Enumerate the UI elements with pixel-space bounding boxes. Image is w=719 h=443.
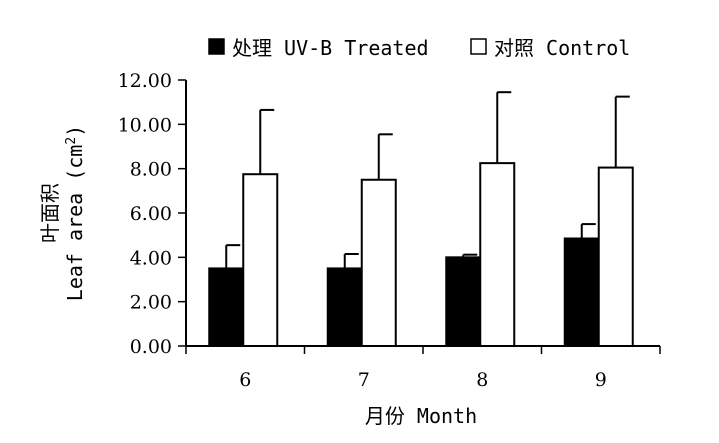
- y-tick-label: 6.00: [130, 203, 172, 225]
- bar-treated: [208, 267, 245, 347]
- x-tick-label: 7: [358, 369, 370, 391]
- legend-label-treated: 处理 UV-B Treated: [232, 36, 429, 60]
- x-tick-label: 6: [239, 369, 251, 391]
- bar-control: [242, 173, 279, 347]
- x-axis-title: 月份 Month: [365, 404, 477, 428]
- x-tick-label: 9: [595, 369, 607, 391]
- y-tick-label: 10.00: [118, 114, 172, 136]
- legend-swatch-treated: [208, 38, 225, 55]
- y-tick-label: 0.00: [130, 336, 172, 358]
- x-axis-ticks: 6 7 8 9: [185, 346, 661, 391]
- y-tick-label: 12.00: [118, 70, 172, 92]
- bars: [208, 162, 634, 348]
- error-bars: [225, 91, 630, 269]
- y-axis-title-en: Leaf area (cm2): [63, 125, 87, 301]
- y-axis-title-text: Leaf area (cm: [63, 145, 87, 302]
- legend-label-control: 对照 Control: [494, 36, 630, 60]
- bar-control: [597, 166, 634, 347]
- y-axis-title-sup: 2: [64, 137, 79, 145]
- bar-control: [479, 162, 516, 347]
- y-tick-label: 4.00: [130, 247, 172, 269]
- legend-swatch-control: [470, 38, 487, 55]
- bar-treated: [563, 237, 600, 347]
- x-tick-label: 8: [476, 369, 488, 391]
- y-axis-ticks: 0.00 2.00 4.00 6.00 8.00 10.00 12.00: [118, 70, 186, 358]
- bar-control: [360, 178, 397, 347]
- bar-treated: [326, 267, 363, 347]
- legend: 处理 UV-B Treated 对照 Control: [208, 36, 630, 60]
- y-axis-title-close: ): [63, 125, 87, 137]
- y-tick-label: 2.00: [130, 292, 172, 314]
- y-axis-title-cn: 叶面积: [38, 183, 62, 243]
- y-tick-label: 8.00: [130, 159, 172, 181]
- bar-treated: [445, 256, 482, 348]
